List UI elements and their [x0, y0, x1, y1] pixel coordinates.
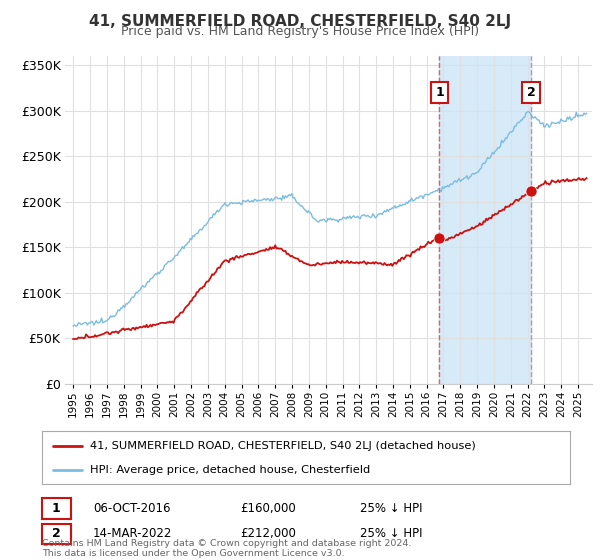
Text: 2: 2	[52, 527, 61, 540]
Text: 41, SUMMERFIELD ROAD, CHESTERFIELD, S40 2LJ (detached house): 41, SUMMERFIELD ROAD, CHESTERFIELD, S40 …	[89, 441, 475, 451]
Bar	[439, 56, 531, 384]
Text: 25% ↓ HPI: 25% ↓ HPI	[360, 527, 422, 540]
Text: 25% ↓ HPI: 25% ↓ HPI	[360, 502, 422, 515]
Text: 06-OCT-2016: 06-OCT-2016	[93, 502, 170, 515]
Text: 1: 1	[52, 502, 61, 515]
Text: 2: 2	[527, 86, 535, 99]
Text: Price paid vs. HM Land Registry's House Price Index (HPI): Price paid vs. HM Land Registry's House …	[121, 25, 479, 38]
Text: 41, SUMMERFIELD ROAD, CHESTERFIELD, S40 2LJ: 41, SUMMERFIELD ROAD, CHESTERFIELD, S40 …	[89, 14, 511, 29]
Text: 1: 1	[435, 86, 444, 99]
Text: £160,000: £160,000	[240, 502, 296, 515]
Text: 14-MAR-2022: 14-MAR-2022	[93, 527, 172, 540]
Text: HPI: Average price, detached house, Chesterfield: HPI: Average price, detached house, Ches…	[89, 465, 370, 475]
Text: Contains HM Land Registry data © Crown copyright and database right 2024.
This d: Contains HM Land Registry data © Crown c…	[42, 539, 412, 558]
Text: £212,000: £212,000	[240, 527, 296, 540]
